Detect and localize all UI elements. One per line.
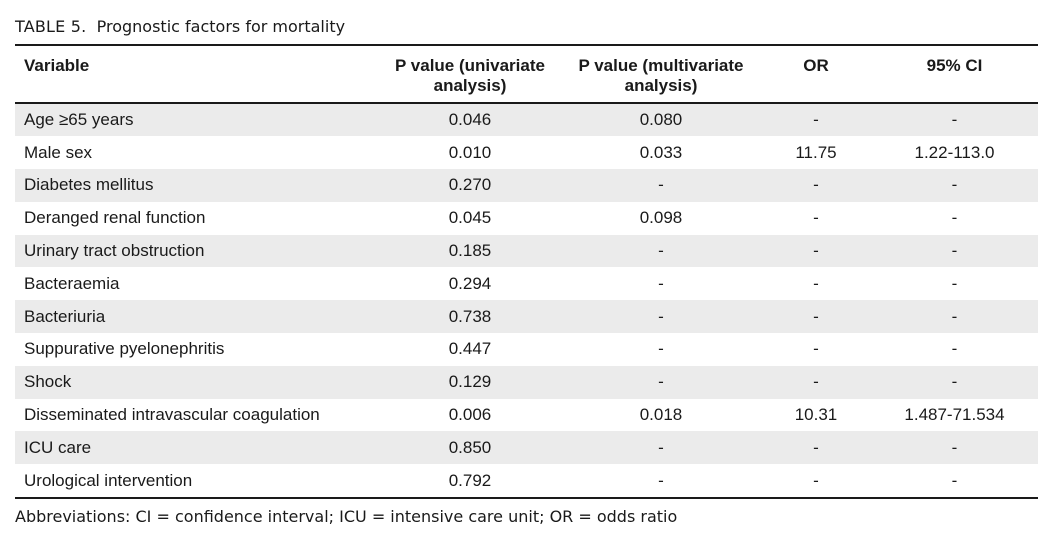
table-title: Prognostic factors for mortality bbox=[96, 17, 346, 36]
cell-variable: Suppurative pyelonephritis bbox=[24, 339, 225, 359]
cell-p-univariate: 0.046 bbox=[379, 103, 561, 137]
table-bottom-rule bbox=[15, 497, 1038, 499]
cell-p-univariate: 0.129 bbox=[379, 365, 561, 399]
header-p-univariate-line1: P value (univariate bbox=[395, 56, 545, 75]
cell-p-univariate: 0.294 bbox=[448, 273, 492, 293]
cell-p-univariate: 0.270 bbox=[379, 169, 561, 202]
table-top-rule bbox=[15, 44, 1038, 46]
cell-confidence-interval: - bbox=[871, 431, 1038, 465]
cell-odds-ratio: - bbox=[761, 431, 871, 465]
table-body: Age ≥65 years 0.046 0.080 - - Male sex 0… bbox=[15, 103, 1038, 498]
cell-variable: Shock bbox=[15, 365, 379, 399]
table-row: Age ≥65 years 0.046 0.080 - - bbox=[15, 103, 1038, 137]
cell-confidence-interval: 1.22-113.0 bbox=[914, 142, 995, 162]
table-row: Urinary tract obstruction 0.185 - - - bbox=[15, 234, 1038, 268]
cell-confidence-interval: - bbox=[871, 365, 1038, 399]
table-row: Deranged renal function 0.045 0.098 - - bbox=[15, 202, 1038, 235]
table-row: Urological intervention 0.792 - - - bbox=[15, 464, 1038, 497]
cell-p-univariate: 0.738 bbox=[379, 300, 561, 334]
cell-odds-ratio: 10.31 bbox=[794, 405, 838, 425]
cell-p-univariate: 0.185 bbox=[379, 234, 561, 268]
cell-confidence-interval: - bbox=[871, 234, 1038, 268]
cell-p-multivariate: - bbox=[658, 470, 664, 490]
cell-odds-ratio: - bbox=[813, 470, 819, 490]
cell-odds-ratio: - bbox=[813, 339, 819, 359]
cell-odds-ratio: - bbox=[813, 273, 819, 293]
cell-p-multivariate: - bbox=[561, 234, 761, 268]
cell-odds-ratio: - bbox=[761, 365, 871, 399]
cell-p-multivariate: - bbox=[561, 169, 761, 202]
cell-variable: Urinary tract obstruction bbox=[15, 234, 379, 268]
cell-confidence-interval: - bbox=[951, 470, 958, 490]
cell-odds-ratio: - bbox=[761, 103, 871, 137]
table-footnote: Abbreviations: CI = confidence interval;… bbox=[15, 507, 678, 526]
cell-variable: Bacteriuria bbox=[15, 300, 379, 334]
cell-variable: Disseminated intravascular coagulation bbox=[24, 405, 320, 425]
cell-p-univariate: 0.010 bbox=[448, 142, 492, 162]
table-row: Disseminated intravascular coagulation 0… bbox=[15, 399, 1038, 432]
cell-p-multivariate: 0.098 bbox=[639, 208, 683, 228]
cell-odds-ratio: - bbox=[813, 208, 819, 228]
cell-odds-ratio: - bbox=[761, 169, 871, 202]
cell-confidence-interval: - bbox=[871, 103, 1038, 137]
header-p-univariate-line2: analysis) bbox=[433, 76, 507, 95]
cell-odds-ratio: - bbox=[761, 300, 871, 334]
cell-variable: ICU care bbox=[15, 431, 379, 465]
cell-variable: Bacteraemia bbox=[24, 273, 120, 293]
cell-p-univariate: 0.792 bbox=[448, 470, 492, 490]
table-header-rule bbox=[15, 102, 1038, 104]
header-confidence-interval: 95% CI bbox=[926, 56, 983, 75]
cell-p-univariate: 0.006 bbox=[448, 405, 492, 425]
cell-p-multivariate: 0.018 bbox=[639, 405, 683, 425]
cell-variable: Diabetes mellitus bbox=[15, 169, 379, 202]
cell-p-multivariate: 0.033 bbox=[639, 142, 683, 162]
cell-p-multivariate: - bbox=[561, 365, 761, 399]
cell-variable: Age ≥65 years bbox=[15, 103, 379, 137]
cell-odds-ratio: - bbox=[761, 234, 871, 268]
table-row: Suppurative pyelonephritis 0.447 - - - bbox=[15, 333, 1038, 366]
cell-p-multivariate: - bbox=[561, 300, 761, 334]
cell-p-univariate: 0.045 bbox=[448, 208, 492, 228]
table-row: Bacteraemia 0.294 - - - bbox=[15, 267, 1038, 300]
table-caption: TABLE 5. Prognostic factors for mortalit… bbox=[15, 17, 345, 36]
cell-p-multivariate: - bbox=[658, 339, 664, 359]
header-p-multivariate-line1: P value (multivariate bbox=[578, 56, 744, 75]
prognostic-factors-table: Variable P value (univariate analysis) P… bbox=[15, 46, 1038, 102]
cell-p-multivariate: 0.080 bbox=[561, 103, 761, 137]
cell-confidence-interval: 1.487-71.534 bbox=[904, 405, 1005, 425]
table-row: Male sex 0.010 0.033 11.75 1.22-113.0 bbox=[15, 136, 1038, 169]
cell-variable: Male sex bbox=[24, 142, 93, 162]
cell-p-univariate: 0.447 bbox=[448, 339, 492, 359]
header-p-multivariate-line2: analysis) bbox=[624, 76, 698, 95]
cell-variable: Urological intervention bbox=[24, 470, 193, 490]
cell-p-multivariate: - bbox=[658, 273, 664, 293]
cell-confidence-interval: - bbox=[871, 169, 1038, 202]
table-row: Diabetes mellitus 0.270 - - - bbox=[15, 169, 1038, 202]
table-row: Shock 0.129 - - - bbox=[15, 365, 1038, 399]
header-p-univariate: P value (univariate analysis) bbox=[379, 46, 561, 102]
header-p-multivariate: P value (multivariate analysis) bbox=[561, 46, 761, 102]
cell-confidence-interval: - bbox=[951, 339, 958, 359]
table-row: Bacteriuria 0.738 - - - bbox=[15, 300, 1038, 334]
header-odds-ratio: OR bbox=[803, 56, 829, 75]
table-row: ICU care 0.850 - - - bbox=[15, 431, 1038, 465]
table-container: Variable P value (univariate analysis) P… bbox=[15, 44, 1038, 499]
cell-p-univariate: 0.850 bbox=[379, 431, 561, 465]
cell-confidence-interval: - bbox=[871, 300, 1038, 334]
cell-p-multivariate: - bbox=[561, 431, 761, 465]
cell-confidence-interval: - bbox=[951, 208, 958, 228]
table-label: TABLE 5. bbox=[15, 17, 87, 36]
cell-odds-ratio: 11.75 bbox=[795, 142, 837, 162]
cell-variable: Deranged renal function bbox=[24, 208, 206, 228]
cell-confidence-interval: - bbox=[951, 273, 958, 293]
header-variable: Variable bbox=[24, 56, 90, 75]
table-header-row: Variable P value (univariate analysis) P… bbox=[15, 46, 1038, 102]
